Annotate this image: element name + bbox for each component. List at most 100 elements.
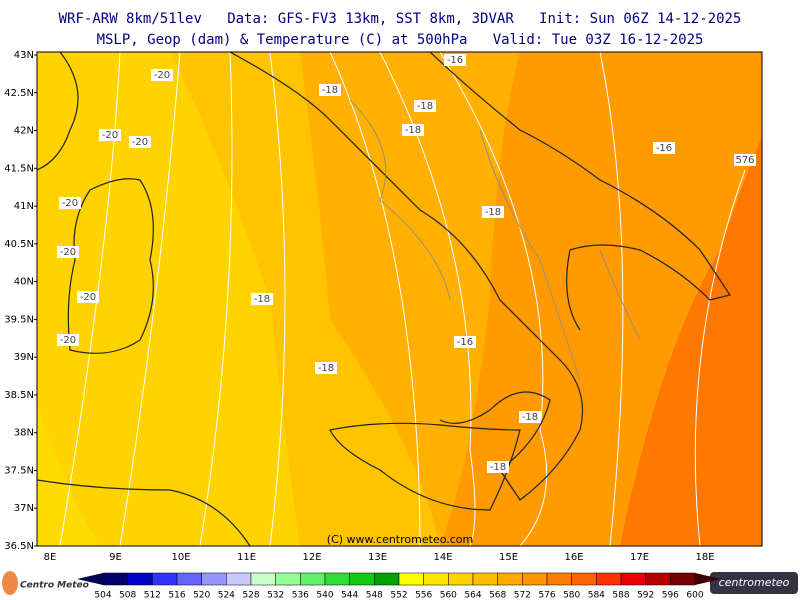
isotherm-label: -20 bbox=[99, 129, 121, 141]
lat-label: 43N bbox=[14, 50, 34, 61]
colorbar-tick-label: 528 bbox=[242, 591, 259, 600]
colorbar-box bbox=[349, 572, 375, 586]
lat-label: 37.5N bbox=[4, 465, 34, 476]
copyright: (C) www.centrometeo.com bbox=[327, 533, 473, 546]
logo-icon bbox=[2, 571, 18, 595]
lon-label: 14E bbox=[433, 552, 452, 563]
isotherm-label-text: -18 bbox=[254, 294, 270, 305]
colorbar-tick-label: 584 bbox=[588, 591, 605, 600]
lat-label: 42.5N bbox=[4, 88, 34, 99]
colorbar-arrow-right bbox=[695, 573, 721, 585]
lat-label: 41N bbox=[14, 201, 34, 212]
isotherm-label: -20 bbox=[57, 246, 79, 258]
lat-label: 38.5N bbox=[4, 390, 34, 401]
isotherm-label: -18 bbox=[414, 100, 436, 112]
map-frame bbox=[36, 51, 763, 547]
colorbar-tick-label: 520 bbox=[193, 591, 210, 600]
lon-label: 13E bbox=[368, 552, 387, 563]
isotherm-label-text: 576 bbox=[735, 155, 754, 166]
isotherm-label-bg bbox=[57, 334, 79, 346]
isotherm-label-bg bbox=[482, 206, 504, 218]
logo-box bbox=[710, 572, 798, 594]
isotherm-label: -18 bbox=[519, 411, 541, 423]
isotherm-label-text: -18 bbox=[417, 101, 433, 112]
colorbar-box bbox=[324, 572, 350, 586]
isotherm-label: -20 bbox=[77, 291, 99, 303]
isotherm-label-bg bbox=[653, 142, 675, 154]
lon-label: 11E bbox=[237, 552, 256, 563]
colorbar-tick-label: 536 bbox=[292, 591, 309, 600]
isotherm-label: -20 bbox=[59, 197, 81, 209]
colorbar-tick-label: 516 bbox=[168, 591, 185, 600]
isotherm-label-bg bbox=[151, 69, 173, 81]
colorbar-box bbox=[176, 572, 202, 586]
colorbar-box bbox=[571, 572, 597, 586]
lon-label: 8E bbox=[44, 552, 57, 563]
lat-label: 39.5N bbox=[4, 314, 34, 325]
map-area bbox=[37, 52, 762, 546]
colorbar-box bbox=[522, 572, 548, 586]
colorbar-arrow-left bbox=[77, 573, 103, 585]
colorbar-tick-label: 532 bbox=[267, 591, 284, 600]
colorbar-box bbox=[645, 572, 671, 586]
colorbar-tick-label: 560 bbox=[440, 591, 457, 600]
lon-label: 9E bbox=[109, 552, 122, 563]
title: WRF-ARW 8km/51lev Data: GFS-FV3 13km, SS… bbox=[59, 11, 742, 27]
isotherm-label-bg bbox=[129, 136, 151, 148]
borders bbox=[349, 99, 641, 381]
lat-label: 39N bbox=[14, 352, 34, 363]
isotherm-label: -18 bbox=[482, 206, 504, 218]
isotherm-label-text: -20 bbox=[60, 247, 76, 258]
lon-label: 10E bbox=[171, 552, 190, 563]
colorbar-tick-label: 568 bbox=[489, 591, 506, 600]
colorbar-tick-label: 504 bbox=[94, 591, 111, 600]
subtitle: MSLP, Geop (dam) & Temperature (C) at 50… bbox=[97, 32, 704, 48]
isotherm-label-text: -20 bbox=[132, 137, 148, 148]
isotherm-label-bg bbox=[402, 124, 424, 136]
isotherm-label: -18 bbox=[315, 362, 337, 374]
colorbar-box bbox=[152, 572, 178, 586]
colorbar-tick-label: 548 bbox=[366, 591, 383, 600]
isotherm-label: -20 bbox=[57, 334, 79, 346]
isotherm-label-bg bbox=[319, 84, 341, 96]
colorbar-box bbox=[374, 572, 400, 586]
colorbar-box bbox=[102, 572, 128, 586]
lon-label: 15E bbox=[499, 552, 518, 563]
isotherm-label-bg bbox=[454, 336, 476, 348]
colorbar-box bbox=[275, 572, 301, 586]
colorbar-box bbox=[448, 572, 474, 586]
isotherm-label-bg bbox=[444, 54, 466, 66]
isotherm-label-text: -18 bbox=[485, 207, 501, 218]
colorbar-tick-label: 580 bbox=[563, 591, 580, 600]
colorbar-tick-label: 596 bbox=[662, 591, 679, 600]
isotherm-label-text: -18 bbox=[522, 412, 538, 423]
colorbar-tick-label: 508 bbox=[119, 591, 136, 600]
isotherm-label-bg bbox=[251, 293, 273, 305]
isotherm-label: -18 bbox=[251, 293, 273, 305]
lat-label: 36.5N bbox=[4, 541, 34, 552]
isotherm-label: -16 bbox=[444, 54, 466, 66]
coastlines bbox=[37, 52, 731, 546]
colorbar-box bbox=[398, 572, 424, 586]
colorbar-tick-label: 600 bbox=[686, 591, 703, 600]
lat-label: 40.5N bbox=[4, 239, 34, 250]
colorbar-tick-label: 576 bbox=[538, 591, 555, 600]
colorbar-box bbox=[201, 572, 227, 586]
isotherm-label-bg bbox=[734, 154, 756, 166]
colorbar-box bbox=[127, 572, 153, 586]
isotherm-label-bg bbox=[77, 291, 99, 303]
isotherm-label: 576 bbox=[734, 154, 756, 166]
colorbar-box bbox=[472, 572, 498, 586]
colorbar-tick-label: 556 bbox=[415, 591, 432, 600]
isotherm-label-text: -18 bbox=[405, 125, 421, 136]
colorbar-box bbox=[300, 572, 326, 586]
colorbar-box bbox=[497, 572, 523, 586]
colorbar-tick-label: 588 bbox=[612, 591, 629, 600]
lon-label: 16E bbox=[564, 552, 583, 563]
isotherms bbox=[59, 52, 746, 546]
lat-label: 40N bbox=[14, 277, 34, 288]
colorbar-box bbox=[596, 572, 622, 586]
isotherm-label-text: -20 bbox=[154, 70, 170, 81]
colorbar-tick-label: 524 bbox=[218, 591, 235, 600]
